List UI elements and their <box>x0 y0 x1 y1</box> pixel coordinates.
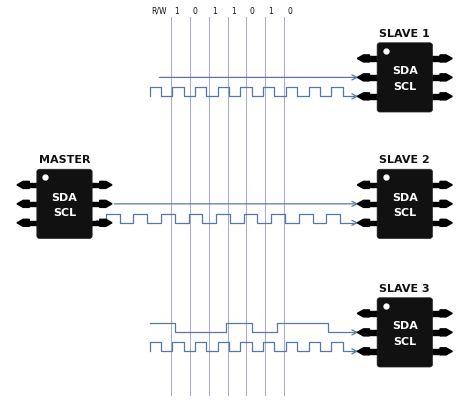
Bar <box>89 183 100 187</box>
Text: 0: 0 <box>250 7 255 15</box>
Bar <box>89 220 100 225</box>
Text: SLAVE 1: SLAVE 1 <box>379 29 430 39</box>
FancyArrow shape <box>357 74 370 81</box>
FancyArrow shape <box>440 348 452 355</box>
Bar <box>29 183 40 187</box>
FancyArrow shape <box>357 348 370 355</box>
Bar <box>429 94 440 99</box>
FancyArrow shape <box>357 329 370 336</box>
Text: SDA
SCL: SDA SCL <box>392 193 418 218</box>
FancyBboxPatch shape <box>377 298 432 367</box>
Bar <box>370 220 380 225</box>
FancyBboxPatch shape <box>37 169 92 238</box>
FancyArrow shape <box>100 181 112 188</box>
FancyArrow shape <box>357 181 370 188</box>
Bar <box>370 311 380 316</box>
Text: 0: 0 <box>288 7 292 15</box>
Bar <box>370 94 380 99</box>
FancyArrow shape <box>17 219 29 226</box>
Text: 1: 1 <box>174 7 179 15</box>
Text: 1: 1 <box>212 7 217 15</box>
Bar <box>370 202 380 206</box>
Bar <box>429 349 440 354</box>
FancyArrow shape <box>440 93 452 100</box>
Text: 0: 0 <box>193 7 198 15</box>
Bar <box>370 75 380 80</box>
Text: SDA
SCL: SDA SCL <box>52 193 77 218</box>
Bar <box>429 56 440 61</box>
FancyArrow shape <box>100 201 112 208</box>
FancyArrow shape <box>17 181 29 188</box>
FancyArrow shape <box>357 310 370 317</box>
Bar <box>429 75 440 80</box>
Bar <box>429 220 440 225</box>
Text: SDA
SCL: SDA SCL <box>392 66 418 92</box>
FancyArrow shape <box>440 181 452 188</box>
Text: SLAVE 3: SLAVE 3 <box>380 284 430 294</box>
FancyBboxPatch shape <box>377 169 432 238</box>
Bar <box>429 202 440 206</box>
Bar <box>370 330 380 334</box>
FancyArrow shape <box>100 219 112 226</box>
Bar <box>429 183 440 187</box>
Bar <box>370 183 380 187</box>
FancyArrow shape <box>440 201 452 208</box>
FancyArrow shape <box>440 219 452 226</box>
Bar <box>29 202 40 206</box>
Text: R/W: R/W <box>151 7 167 15</box>
FancyArrow shape <box>357 55 370 62</box>
Text: SDA
SCL: SDA SCL <box>392 321 418 347</box>
Bar <box>429 311 440 316</box>
Bar <box>89 202 100 206</box>
FancyArrow shape <box>357 219 370 226</box>
FancyArrow shape <box>17 201 29 208</box>
Text: 1: 1 <box>231 7 236 15</box>
FancyArrow shape <box>357 93 370 100</box>
FancyArrow shape <box>440 310 452 317</box>
FancyArrow shape <box>440 55 452 62</box>
FancyArrow shape <box>357 201 370 208</box>
Bar <box>370 56 380 61</box>
Text: SLAVE 2: SLAVE 2 <box>379 155 430 165</box>
Bar <box>29 220 40 225</box>
Text: 1: 1 <box>269 7 273 15</box>
FancyBboxPatch shape <box>377 43 432 112</box>
FancyArrow shape <box>440 74 452 81</box>
Bar <box>370 349 380 354</box>
Bar <box>429 330 440 334</box>
Text: MASTER: MASTER <box>39 155 90 165</box>
FancyArrow shape <box>440 329 452 336</box>
